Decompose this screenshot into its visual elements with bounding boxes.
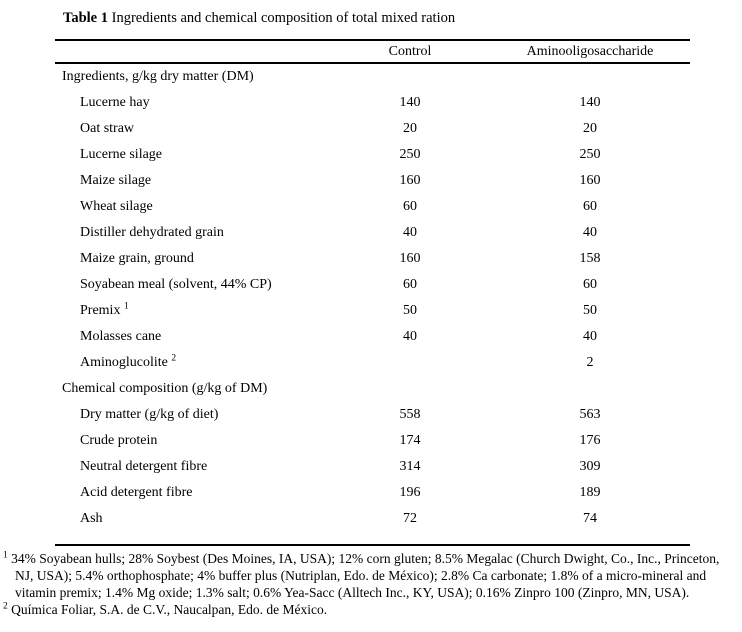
row-label: Aminoglucolite 2: [80, 353, 177, 370]
control-value: 140: [399, 95, 421, 110]
control-value: 40: [403, 329, 417, 344]
row-label: Dry matter (g/kg of diet): [80, 407, 219, 422]
footnote-1-text: 34% Soyabean hulls; 28% Soybest (Des Moi…: [11, 551, 720, 600]
row-label: Molasses cane: [80, 329, 162, 344]
column-header-aminooligosaccharide: Aminooligosaccharide: [526, 43, 654, 59]
table-row: Ash 72 74: [55, 506, 690, 532]
amino-value: 40: [583, 329, 597, 344]
table-row: Distiller dehydrated grain 40 40: [55, 220, 690, 246]
amino-value: 176: [579, 433, 601, 448]
control-value: 72: [403, 511, 417, 526]
table-title-label: Table 1: [63, 10, 108, 26]
footnotes: 1 34% Soyabean hulls; 28% Soybest (Des M…: [0, 550, 742, 618]
data-table: Control Aminooligosaccharide Ingredients…: [55, 39, 690, 546]
amino-value: 20: [583, 121, 597, 136]
table-row: Lucerne hay 140 140: [55, 90, 690, 116]
row-label: Maize grain, ground: [80, 251, 194, 266]
row-label: Premix 1: [80, 301, 129, 318]
amino-value: 563: [579, 407, 601, 422]
amino-value: 74: [583, 511, 597, 526]
row-label-sup: 2: [171, 353, 177, 364]
amino-value: 140: [579, 95, 601, 110]
control-value: 196: [399, 485, 421, 500]
control-value: 160: [399, 251, 421, 266]
control-value: 558: [399, 407, 421, 422]
table-row: Acid detergent fibre 196 189: [55, 480, 690, 506]
table-row: Neutral detergent fibre 314 309: [55, 454, 690, 480]
control-value: 50: [403, 303, 417, 318]
row-label: Lucerne silage: [80, 147, 163, 162]
table-row: Wheat silage 60 60: [55, 194, 690, 220]
row-label: Maize silage: [80, 173, 152, 188]
table-row: Molasses cane 40 40: [55, 324, 690, 350]
control-value: 250: [399, 147, 421, 162]
row-label: Acid detergent fibre: [80, 485, 193, 500]
amino-value: 2: [586, 355, 594, 370]
table-row: Premix 1 50 50: [55, 298, 690, 324]
control-value: 40: [403, 225, 417, 240]
table-row: Oat straw 20 20: [55, 116, 690, 142]
control-value: 60: [403, 199, 417, 214]
section-row: Chemical composition (g/kg of DM): [55, 376, 690, 402]
section-header: Chemical composition (g/kg of DM): [62, 381, 268, 396]
row-label: Crude protein: [80, 433, 158, 448]
control-value: 60: [403, 277, 417, 292]
amino-value: 60: [583, 277, 597, 292]
table-row: Soyabean meal (solvent, 44% CP) 60 60: [55, 272, 690, 298]
row-label: Neutral detergent fibre: [80, 459, 208, 474]
column-header-control: Control: [388, 43, 432, 59]
amino-value: 40: [583, 225, 597, 240]
table-row: Maize silage 160 160: [55, 168, 690, 194]
table-row: Crude protein 174 176: [55, 428, 690, 454]
amino-value: 160: [579, 173, 601, 188]
footnote-2: 2 Química Foliar, S.A. de C.V., Naucalpa…: [3, 601, 739, 618]
table-row: Dry matter (g/kg of diet) 558 563: [55, 402, 690, 428]
table-row: Lucerne silage 250 250: [55, 142, 690, 168]
amino-value: 158: [579, 251, 601, 266]
row-label: Ash: [80, 511, 103, 526]
section-row: Ingredients, g/kg dry matter (DM): [55, 64, 690, 90]
row-label: Wheat silage: [80, 199, 153, 214]
table-body: Ingredients, g/kg dry matter (DM) Lucerne…: [55, 64, 690, 546]
row-label-sup: 1: [123, 301, 129, 312]
row-label: Soyabean meal (solvent, 44% CP): [80, 277, 272, 292]
footnote-1-marker: 1: [3, 550, 8, 561]
row-label: Lucerne hay: [80, 95, 150, 110]
amino-value: 50: [583, 303, 597, 318]
control-value: 160: [399, 173, 421, 188]
table-header-row: Control Aminooligosaccharide: [55, 41, 690, 64]
footnote-2-text: Química Foliar, S.A. de C.V., Naucalpan,…: [11, 602, 328, 617]
control-value: 20: [403, 121, 417, 136]
table-title-caption: Ingredients and chemical composition of …: [111, 10, 456, 26]
amino-value: 189: [579, 485, 601, 500]
table-title: Table 1 Ingredients and chemical composi…: [63, 0, 742, 27]
control-value: 314: [399, 459, 421, 474]
footnote-2-marker: 2: [3, 601, 8, 612]
section-header: Ingredients, g/kg dry matter (DM): [62, 69, 254, 84]
row-label: Distiller dehydrated grain: [80, 225, 224, 240]
amino-value: 309: [579, 459, 601, 474]
control-value: 174: [399, 433, 421, 448]
amino-value: 250: [579, 147, 601, 162]
amino-value: 60: [583, 199, 597, 214]
table-row: Maize grain, ground 160 158: [55, 246, 690, 272]
row-label: Oat straw: [80, 121, 135, 136]
footnote-1: 1 34% Soyabean hulls; 28% Soybest (Des M…: [3, 550, 739, 601]
